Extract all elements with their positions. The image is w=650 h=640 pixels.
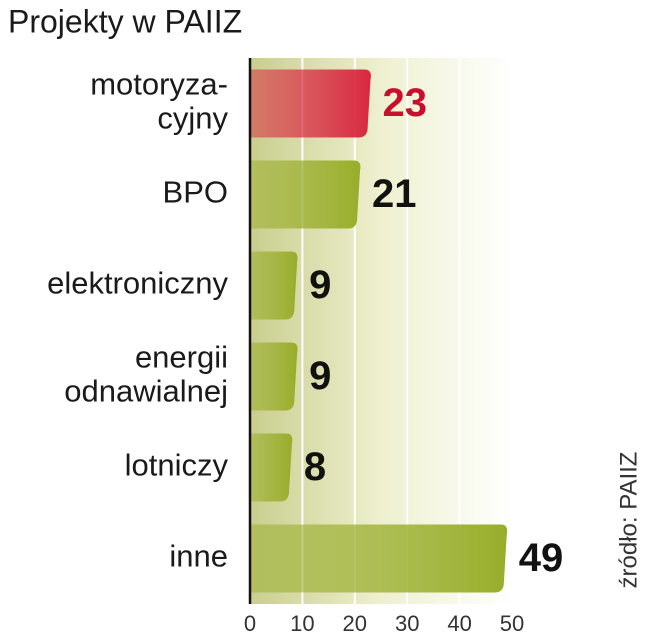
y-tick-label: elektroniczny (47, 266, 228, 301)
value-label: 21 (372, 172, 417, 216)
bar (250, 251, 298, 320)
value-label: 8 (304, 445, 326, 489)
x-tick-label: 10 (290, 611, 314, 636)
y-tick-label: inne (169, 539, 228, 574)
chart-title: Projekty w PAIIZ (8, 3, 242, 39)
y-tick-label: lotniczy (125, 448, 229, 483)
bar (250, 160, 361, 229)
value-label: 9 (309, 263, 331, 307)
x-tick-label: 30 (395, 611, 419, 636)
bar (250, 524, 508, 593)
y-tick-label: BPO (163, 175, 228, 210)
x-tick-label: 50 (500, 611, 524, 636)
bar (250, 69, 371, 138)
bar (250, 342, 298, 411)
y-tick-label: cyjny (157, 101, 228, 136)
source: źródło: PAIIZ (615, 452, 642, 589)
panel-background (250, 58, 512, 604)
value-label: 23 (383, 81, 428, 125)
bar (250, 433, 293, 502)
y-tick-label: energii (135, 340, 228, 375)
x-tick-label: 40 (447, 611, 471, 636)
y-tick-label: odnawialnej (64, 374, 228, 409)
x-tick-label: 0 (244, 611, 256, 636)
value-label: 9 (309, 354, 331, 398)
x-tick-label: 20 (343, 611, 367, 636)
value-label: 49 (519, 536, 564, 580)
y-tick-label: motoryza- (90, 67, 228, 102)
